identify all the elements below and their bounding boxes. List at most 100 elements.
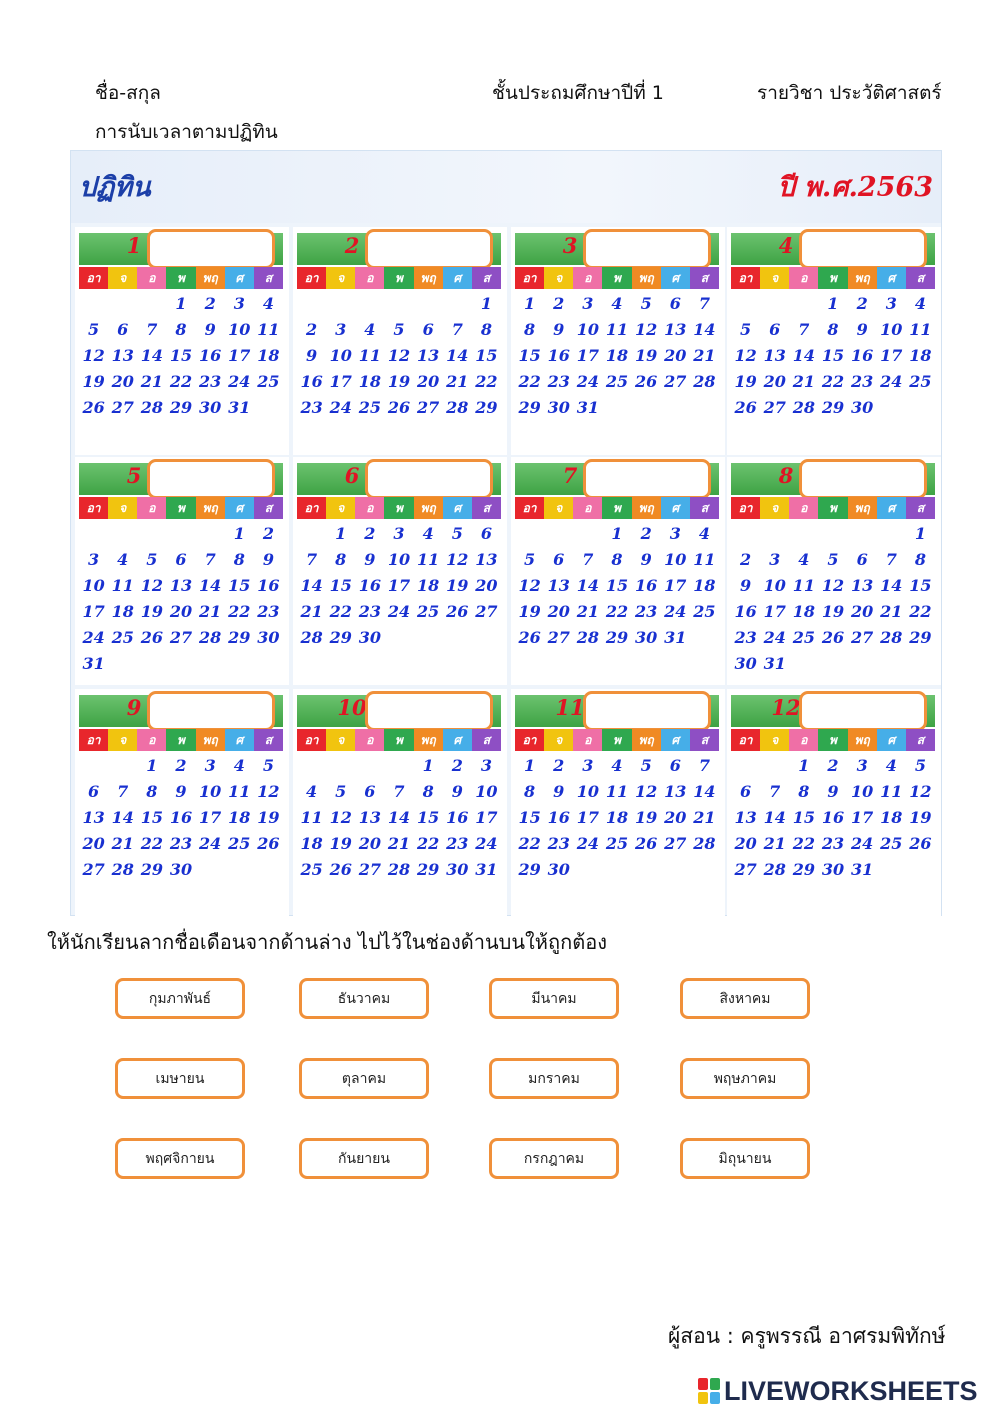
day-number: 2 bbox=[451, 756, 463, 775]
month-choice-chip[interactable]: ธันวาคม bbox=[299, 978, 429, 1019]
subject-label: รายวิชา ประวัติศาสตร์ bbox=[757, 82, 942, 104]
day-number: 25 bbox=[111, 628, 134, 647]
day-number: 2 bbox=[364, 524, 376, 543]
day-number: 27 bbox=[664, 372, 687, 391]
day-grid: 1 2 3 4 5 6 7 8 9 10 11 12 13 14 15 16 17 18 19 20 21 22 23 24 2… bbox=[297, 291, 501, 421]
day-number: 15 bbox=[792, 808, 815, 827]
day-number: 15 bbox=[605, 576, 629, 595]
day-number: 18 bbox=[880, 808, 903, 827]
month-choice-chip[interactable]: กุมภาพันธ์ bbox=[115, 978, 245, 1019]
day-number: 19 bbox=[329, 834, 352, 853]
day-number: 10 bbox=[82, 576, 105, 595]
day-number: 15 bbox=[475, 346, 498, 365]
weekday-header: พฤ bbox=[631, 497, 661, 519]
day-number: 3 bbox=[669, 524, 681, 543]
day-number: 4 bbox=[117, 550, 129, 569]
day-number: 10 bbox=[475, 782, 498, 801]
day-number: 9 bbox=[553, 320, 565, 339]
day-number: 28 bbox=[763, 860, 786, 879]
month-name-drop-zone-3[interactable] bbox=[583, 229, 711, 269]
day-number: 10 bbox=[387, 550, 411, 569]
day-number: 23 bbox=[199, 372, 222, 391]
day-number: 31 bbox=[664, 628, 687, 647]
day-number: 3 bbox=[856, 756, 868, 775]
month-name-drop-zone-7[interactable] bbox=[583, 459, 711, 499]
month-choice-chip[interactable]: พฤศจิกายน bbox=[115, 1138, 245, 1179]
weekday-header: จ bbox=[544, 267, 574, 289]
day-number: 30 bbox=[635, 628, 658, 647]
day-number: 27 bbox=[851, 628, 874, 647]
day-number: 26 bbox=[734, 398, 757, 417]
day-number: 4 bbox=[611, 756, 623, 775]
day-number: 19 bbox=[140, 602, 163, 621]
day-number: 19 bbox=[909, 808, 932, 827]
month-number: 6 bbox=[344, 463, 360, 488]
day-number: 16 bbox=[169, 808, 193, 827]
day-number: 26 bbox=[821, 628, 845, 647]
month-number: 12 bbox=[771, 695, 801, 720]
day-number: 13 bbox=[82, 808, 105, 827]
day-number: 9 bbox=[175, 782, 187, 801]
month-choice-chip[interactable]: สิงหาคม bbox=[680, 978, 810, 1019]
month-choice-chip[interactable]: มีนาคม bbox=[489, 978, 619, 1019]
month-name-drop-zone-6[interactable] bbox=[365, 459, 493, 499]
day-number: 12 bbox=[518, 576, 541, 595]
month-number: 9 bbox=[126, 695, 142, 720]
day-number: 24 bbox=[664, 602, 687, 621]
day-number: 2 bbox=[640, 524, 652, 543]
day-number: 23 bbox=[446, 834, 469, 853]
logo-square bbox=[698, 1392, 708, 1404]
day-number: 8 bbox=[827, 320, 839, 339]
month-choice-chip[interactable]: กันยายน bbox=[299, 1138, 429, 1179]
month-choice-chip[interactable]: มิถุนายน bbox=[680, 1138, 810, 1179]
month-name-drop-zone-9[interactable] bbox=[147, 691, 275, 731]
day-number: 14 bbox=[880, 576, 903, 595]
day-number: 25 bbox=[300, 860, 323, 879]
day-number: 19 bbox=[82, 372, 105, 391]
day-number: 7 bbox=[117, 782, 129, 801]
day-number: 8 bbox=[422, 782, 434, 801]
weekday-header: อ bbox=[573, 497, 603, 519]
month-name-drop-zone-1[interactable] bbox=[147, 229, 275, 269]
weekday-header: ส bbox=[253, 729, 283, 751]
day-number: 1 bbox=[611, 524, 623, 543]
month-choice-chip[interactable]: ตุลาคม bbox=[299, 1058, 429, 1099]
weekday-header: จ bbox=[108, 729, 138, 751]
month-choice-chip[interactable]: พฤษภาคม bbox=[680, 1058, 810, 1099]
day-number: 5 bbox=[524, 550, 536, 569]
day-number: 16 bbox=[734, 602, 757, 621]
weekday-header: อ bbox=[573, 729, 603, 751]
month-number: 11 bbox=[555, 695, 585, 720]
day-number: 6 bbox=[364, 782, 376, 801]
day-number: 13 bbox=[169, 576, 193, 595]
weekday-header-row: อาจอพพฤศส bbox=[297, 267, 501, 289]
day-number: 28 bbox=[140, 398, 163, 417]
day-number: 16 bbox=[446, 808, 469, 827]
weekday-header: พ bbox=[166, 267, 196, 289]
month-choice-chip[interactable]: เมษายน bbox=[115, 1058, 245, 1099]
month-name-drop-zone-2[interactable] bbox=[365, 229, 493, 269]
month-choice-chip[interactable]: มกราคม bbox=[489, 1058, 619, 1099]
month-choice-chip[interactable]: กรกฎาคม bbox=[489, 1138, 619, 1179]
day-number: 11 bbox=[880, 782, 903, 801]
logo-square bbox=[710, 1392, 720, 1404]
day-number: 20 bbox=[475, 576, 498, 595]
month-name-drop-zone-10[interactable] bbox=[365, 691, 493, 731]
weekday-header: อา bbox=[297, 267, 327, 289]
day-grid: 1 2 3 4 5 6 7 8 9 10 11 12 13 14 15 16 17 18 19 20 21 22 23 24 2… bbox=[515, 291, 719, 421]
day-number: 1 bbox=[233, 524, 245, 543]
weekday-header: อา bbox=[297, 729, 327, 751]
month-name-drop-zone-11[interactable] bbox=[583, 691, 711, 731]
day-number: 13 bbox=[358, 808, 381, 827]
month-name-drop-zone-12[interactable] bbox=[799, 691, 927, 731]
weekday-header: พฤ bbox=[847, 729, 877, 751]
weekday-header: พ bbox=[166, 729, 196, 751]
month-name-drop-zone-8[interactable] bbox=[799, 459, 927, 499]
weekday-header-row: อาจอพพฤศส bbox=[515, 729, 719, 751]
day-number: 17 bbox=[475, 808, 498, 827]
month-name-drop-zone-4[interactable] bbox=[799, 229, 927, 269]
day-number: 27 bbox=[82, 860, 105, 879]
weekday-header: พ bbox=[602, 729, 632, 751]
day-number: 11 bbox=[693, 550, 716, 569]
month-name-drop-zone-5[interactable] bbox=[147, 459, 275, 499]
